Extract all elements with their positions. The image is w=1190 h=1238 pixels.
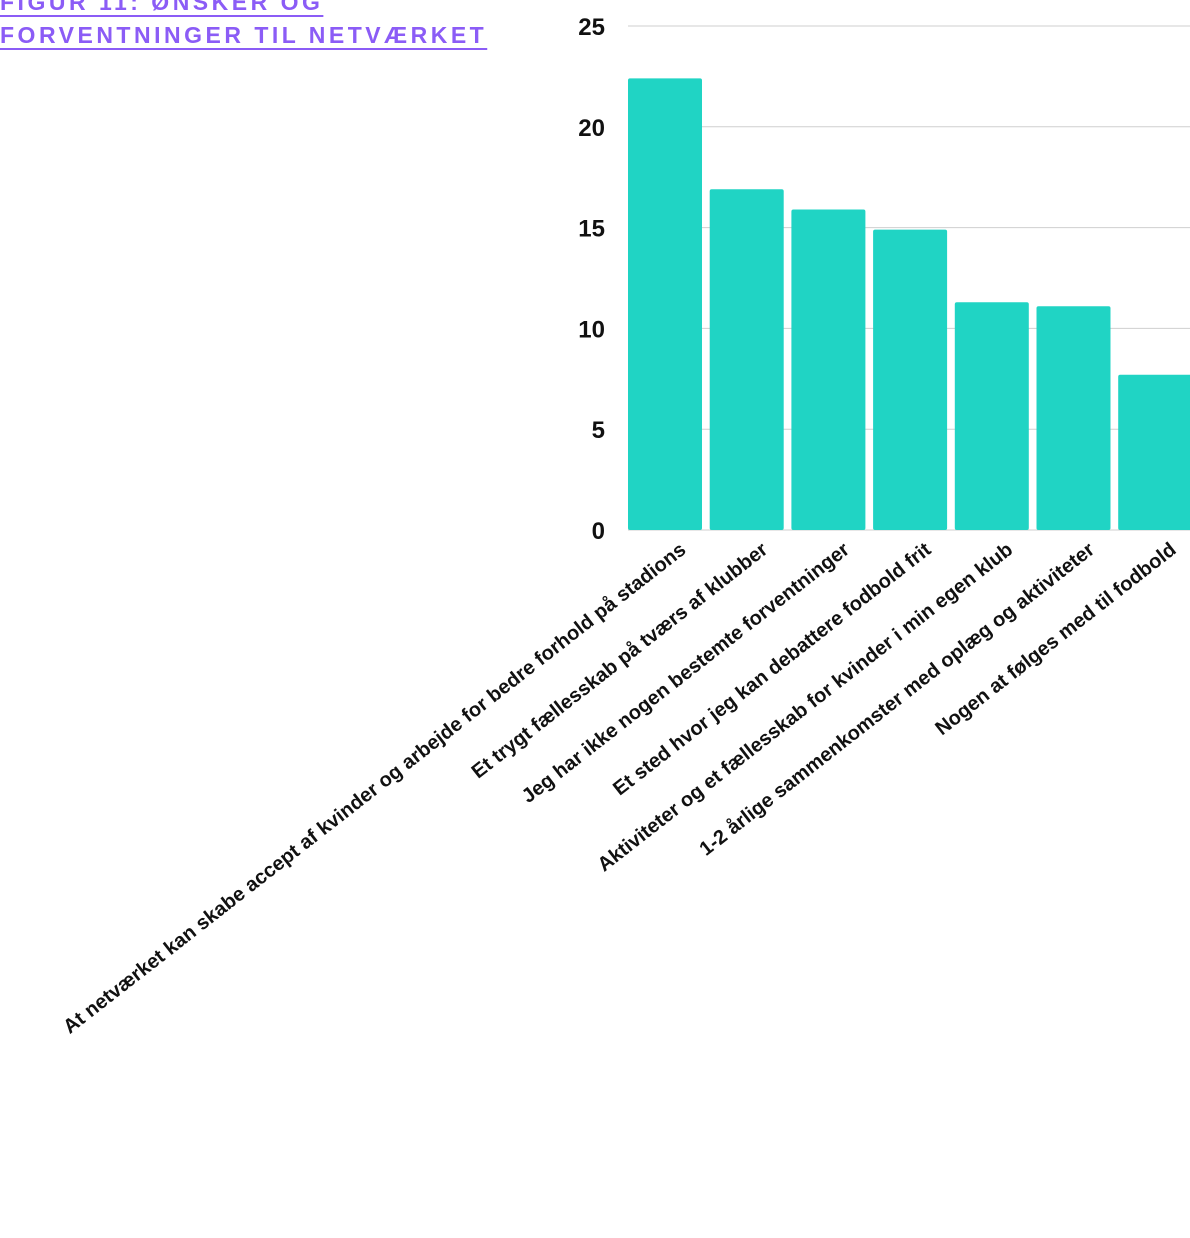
bar — [954, 302, 1029, 530]
bar — [873, 229, 948, 530]
chart-title-line-2: FORVENTNINGER TIL NETVÆRKET — [0, 22, 488, 48]
bar — [628, 78, 702, 530]
y-tick-label: 25 — [578, 14, 605, 41]
bar — [791, 209, 866, 530]
chart-title-line-1: FIGUR 11: ØNSKER OG — [0, 0, 324, 15]
y-tick-label: 20 — [578, 115, 605, 142]
y-axis-ticks: 0 5 10 15 20 25 — [578, 14, 605, 545]
bar — [1036, 306, 1111, 530]
bar — [1118, 374, 1190, 530]
x-category-label: At netværket kan skabe accept af kvinder… — [59, 538, 691, 1039]
y-tick-label: 10 — [578, 316, 605, 343]
chart-title: FIGUR 11: ØNSKER OG FORVENTNINGER TIL NE… — [0, 0, 500, 52]
x-axis-category-labels: At netværket kan skabe accept af kvinder… — [59, 538, 1181, 1039]
y-tick-label: 0 — [592, 518, 605, 545]
y-tick-label: 15 — [578, 216, 605, 243]
x-category-label: 1-2 årlige sammenkomster med oplæg og ak… — [695, 538, 1099, 861]
x-category-label: Et trygt fællesskab på tværs af klubber — [467, 538, 772, 783]
y-tick-label: 5 — [592, 417, 605, 444]
bar — [709, 189, 784, 530]
bars — [628, 78, 1190, 530]
